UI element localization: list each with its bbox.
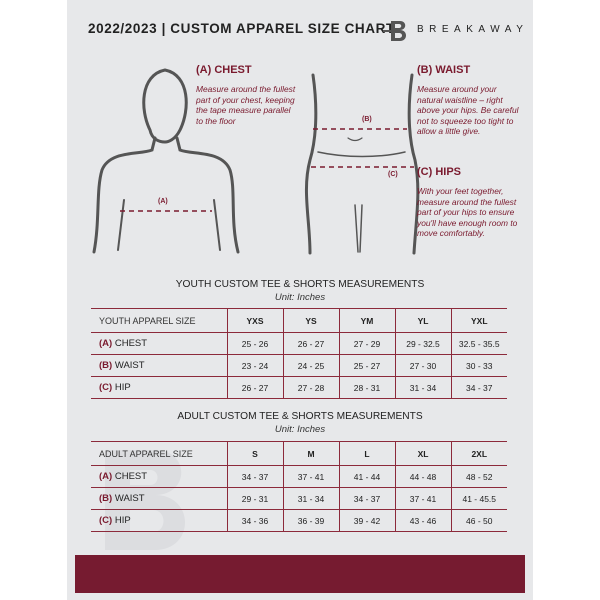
head-outline [142,68,188,144]
table-row: (C) HIP 26 - 27 27 - 28 28 - 31 31 - 34 34 - … [91,376,507,399]
size-value-cell: 30 - 33 [450,354,507,377]
waist-marker: (B) [362,116,372,123]
chest-marker: (A) [158,198,168,205]
measure-code: (C) [99,382,113,393]
measure-label: (B) WAIST [91,354,227,377]
size-value-cell: 41 - 44 [338,465,395,488]
body-figures [92,68,420,255]
table-row: (A) CHEST 34 - 37 37 - 41 41 - 44 44 - 48 48 … [91,465,507,488]
size-value-cell: 39 - 42 [338,509,395,532]
table-row: (C) HIP 34 - 36 36 - 39 39 - 42 43 - 46 46 - … [91,509,507,532]
page-title: 2022/2023 | CUSTOM APPAREL SIZE CHART [88,21,395,36]
header-cell: YXL [450,308,507,333]
measure-name: HIP [114,382,131,393]
measure-code: (B) [99,360,113,371]
header-cell: YL [394,308,451,333]
hips-heading: (C) HIPS [417,166,461,178]
measure-label: (A) CHEST [91,465,227,488]
size-value-cell: 37 - 41 [282,465,339,488]
measure-name: CHEST [114,471,148,482]
measure-name: WAIST [114,360,145,371]
measure-code: (A) [99,338,113,349]
size-value-cell: 36 - 39 [282,509,339,532]
header-cell: YM [338,308,395,333]
measure-label: (C) HIP [91,509,227,532]
youth-size-table: YOUTH APPAREL SIZE YXS YS YM YL YXL (A) CHEST 2… [91,308,507,399]
header-cell: L [338,441,395,466]
size-value-cell: 25 - 26 [226,332,283,355]
breakaway-logo-icon [383,21,406,41]
size-value-cell: 34 - 36 [226,509,283,532]
size-value-cell: 23 - 24 [226,354,283,377]
table-row: (B) WAIST 29 - 31 31 - 34 34 - 37 37 - 41 41 … [91,487,507,510]
size-value-cell: 43 - 46 [394,509,451,532]
size-value-cell: 31 - 34 [394,376,451,399]
measure-code: (A) [99,471,113,482]
measure-code: (B) [99,493,113,504]
hips-marker: (C) [388,171,398,178]
hips-description: With your feet together, measure around … [417,186,518,238]
size-value-cell: 37 - 41 [394,487,451,510]
table-header-row: YOUTH APPAREL SIZE YXS YS YM YL YXL [91,308,507,333]
header-cell: YXS [226,308,283,333]
measure-name: HIP [114,515,131,526]
size-value-cell: 27 - 30 [394,354,451,377]
size-value-cell: 32.5 - 35.5 [450,332,507,355]
size-value-cell: 41 - 45.5 [450,487,507,510]
waist-description: Measure around your natural waistline – … [417,84,519,136]
header-cell: M [282,441,339,466]
size-value-cell: 44 - 48 [394,465,451,488]
measure-label: (A) CHEST [91,332,227,355]
header-cell: YOUTH APPAREL SIZE [91,308,227,333]
waist-heading: (B) WAIST [417,64,471,76]
size-value-cell: 26 - 27 [226,376,283,399]
size-value-cell: 29 - 32.5 [394,332,451,355]
adult-table-title: ADULT CUSTOM TEE & SHORTS MEASUREMENTS [177,411,423,422]
size-value-cell: 25 - 27 [338,354,395,377]
measure-name: WAIST [114,493,145,504]
size-value-cell: 34 - 37 [450,376,507,399]
measure-label: (B) WAIST [91,487,227,510]
footer-band [75,555,525,593]
size-value-cell: 24 - 25 [282,354,339,377]
header-cell: S [226,441,283,466]
size-value-cell: 27 - 29 [338,332,395,355]
brand-name: BREAKAWAY [417,24,529,35]
header-cell: YS [282,308,339,333]
size-value-cell: 48 - 52 [450,465,507,488]
youth-unit: Unit: Inches [274,292,326,303]
size-value-cell: 31 - 34 [282,487,339,510]
table-row: (A) CHEST 25 - 26 26 - 27 27 - 29 29 - 32.5 3… [91,332,507,355]
adult-unit: Unit: Inches [274,424,326,435]
measure-code: (C) [99,515,113,526]
measure-name: CHEST [114,338,148,349]
size-value-cell: 27 - 28 [282,376,339,399]
header-cell: ADULT APPAREL SIZE [91,441,227,466]
size-value-cell: 29 - 31 [226,487,283,510]
size-value-cell: 46 - 50 [450,509,507,532]
size-value-cell: 34 - 37 [226,465,283,488]
youth-table-title: YOUTH CUSTOM TEE & SHORTS MEASUREMENTS [175,279,425,290]
table-header-row: ADULT APPAREL SIZE S M L XL 2XL [91,441,507,466]
header-cell: XL [394,441,451,466]
size-value-cell: 34 - 37 [338,487,395,510]
measure-label: (C) HIP [91,376,227,399]
table-row: (B) WAIST 23 - 24 24 - 25 25 - 27 27 - 30 30 … [91,354,507,377]
header-cell: 2XL [450,441,507,466]
size-value-cell: 26 - 27 [282,332,339,355]
chest-heading: (A) CHEST [196,64,252,76]
chest-description: Measure around the fullest part of your … [196,84,296,126]
adult-size-table: ADULT APPAREL SIZE S M L XL 2XL (A) CHEST 34 - … [91,441,507,532]
size-value-cell: 28 - 31 [338,376,395,399]
